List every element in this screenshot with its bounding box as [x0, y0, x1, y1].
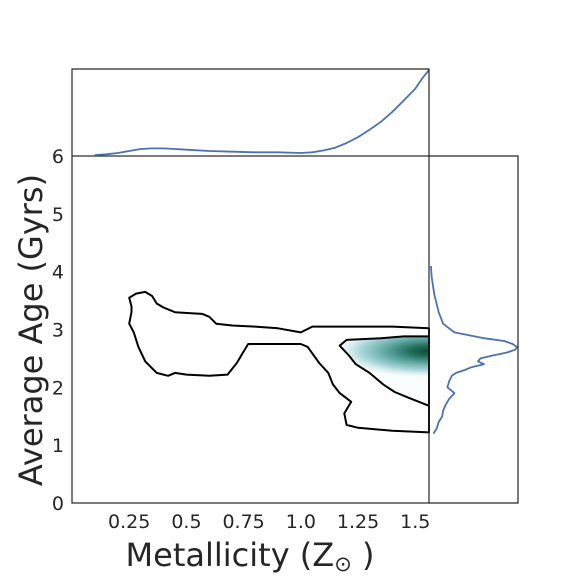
- y-tick-label: 6: [52, 146, 64, 168]
- y-tick-label: 5: [52, 204, 64, 226]
- contour-outer: [128, 290, 430, 434]
- x-tick-label: 0.75: [222, 511, 264, 533]
- x-tick-label: 0.5: [171, 511, 201, 533]
- x-tick-label: 1.0: [286, 511, 316, 533]
- top-marginal-panel: [71, 68, 430, 156]
- contour-inner: [338, 335, 430, 407]
- density-fill: [339, 336, 429, 406]
- top-marginal-frame: [71, 68, 430, 156]
- x-tick-label: 1.25: [337, 511, 379, 533]
- y-tick-label: 2: [52, 377, 64, 399]
- right-marginal-frame: [429, 155, 519, 504]
- x-axis-title: Metallicity (Z⊙ ): [126, 536, 375, 576]
- y-tick-label: 1: [52, 435, 64, 457]
- x-tick-label: 0.25: [108, 511, 150, 533]
- y-tick-label: 4: [52, 262, 64, 284]
- y-tick-label: 0: [52, 493, 64, 515]
- marginal-x-curve: [94, 69, 430, 156]
- joint-panel: 0.25 0.5 0.75 1.0 1.25 1.5 0 1 2 3 4 5 6: [52, 146, 430, 533]
- x-tick-label: 1.5: [400, 511, 430, 533]
- sun-symbol: ⊙: [334, 552, 352, 576]
- joint-frame: [71, 155, 430, 504]
- y-tick-label: 3: [52, 320, 64, 342]
- right-marginal-panel: [429, 155, 519, 504]
- marginal-y-curve: [430, 265, 518, 435]
- y-axis-title: Average Age (Gyrs): [12, 174, 50, 486]
